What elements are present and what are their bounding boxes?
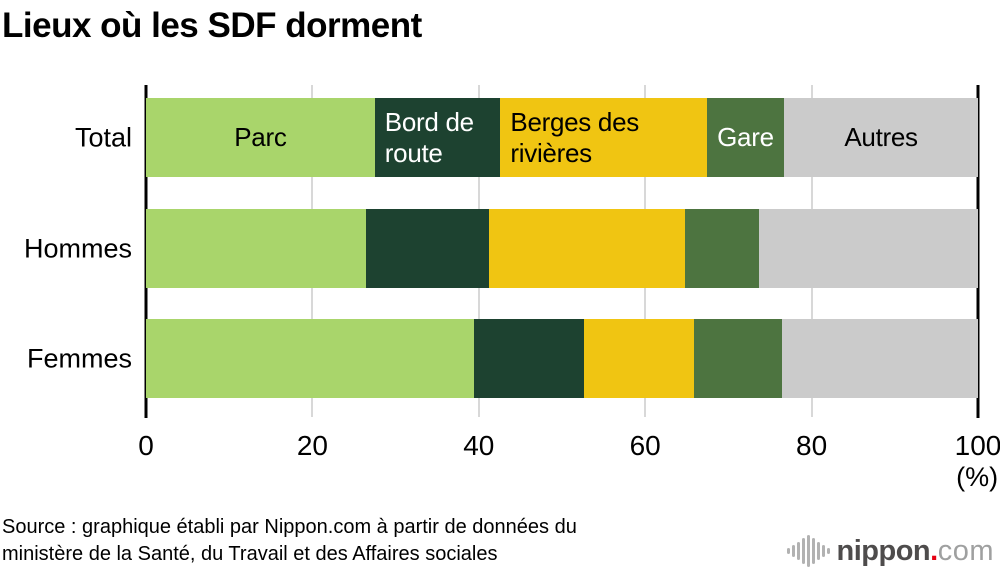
soundwave-bar: [786, 548, 790, 554]
bar-segment-total-berges-des-rivi-res: Berges des rivières: [500, 98, 707, 177]
chart-title: Lieux où les SDF dorment: [2, 6, 422, 45]
bar-segment-femmes-gare: [694, 319, 783, 398]
soundwave-bar: [801, 538, 805, 564]
soundwave-bar: [806, 535, 810, 567]
segment-label: Autres: [844, 122, 918, 153]
bar-segment-hommes-gare: [685, 209, 760, 288]
bar-row-total: Parc Bord de route Berges des rivières Gare…: [146, 98, 978, 177]
bar-segment-femmes-parc: [146, 319, 474, 398]
segment-label: Parc: [234, 122, 287, 153]
segment-label: Gare: [717, 122, 774, 153]
logo-word-nippon: nippon: [836, 534, 931, 567]
x-tick-label-20: 20: [296, 430, 328, 461]
nippon-logo-text: nippon.com: [837, 535, 995, 568]
axis-line-right: [976, 85, 980, 418]
plot-area: 0 20 40 60 80 100 (%) Parc Bord de route Berges d…: [24, 85, 1000, 492]
soundwave-bar: [811, 538, 815, 564]
soundwave-bar: [791, 545, 795, 557]
bar-segment-femmes-berges-des-rivi-res: [583, 319, 695, 398]
bar-segment-hommes-bord-de-route: [365, 209, 489, 288]
bar-row-femmes: [146, 319, 978, 398]
bar-segment-total-gare: Gare: [706, 98, 785, 177]
logo-word-com: com: [937, 534, 994, 567]
bar-row-hommes: [146, 209, 978, 288]
category-label-femmes: Femmes: [26, 343, 132, 373]
segment-label: Bord de route: [384, 106, 474, 168]
bar-segment-hommes-berges-des-rivi-res: [488, 209, 686, 288]
segment-label: Berges des rivières: [510, 106, 639, 168]
soundwave-bar: [826, 548, 830, 554]
bar-segment-total-parc: Parc: [146, 98, 375, 177]
source-line-2: ministère de la Santé, du Travail et des…: [2, 543, 498, 565]
bar-segment-hommes-parc: [146, 209, 366, 288]
source-line-1: Source : graphique établi par Nippon.com…: [2, 516, 577, 538]
x-axis-unit: (%): [956, 462, 999, 492]
soundwave-bar: [796, 542, 800, 560]
x-tick-label-0: 0: [138, 430, 154, 461]
bar-segment-femmes-bord-de-route: [473, 319, 584, 398]
soundwave-bar: [816, 542, 820, 560]
soundwave-icon: [786, 534, 830, 568]
logo-red-dot: .: [930, 534, 938, 567]
x-tick-label-80: 80: [796, 430, 828, 461]
bar-segment-femmes-autres: [782, 319, 978, 398]
x-tick-label-40: 40: [463, 430, 495, 461]
category-label-total: Total: [74, 122, 132, 152]
x-tick-label-100: 100: [954, 430, 1000, 461]
nippon-logo: nippon.com: [786, 534, 995, 568]
bar-segment-total-bord-de-route: Bord de route: [374, 98, 501, 177]
bar-segment-hommes-autres: [759, 209, 978, 288]
bar-segment-total-autres: Autres: [784, 98, 978, 177]
source-note: Source : graphique établi par Nippon.com…: [2, 514, 577, 568]
soundwave-bar: [821, 545, 825, 557]
category-label-hommes: Hommes: [23, 233, 132, 263]
x-tick-label-60: 60: [629, 430, 661, 461]
